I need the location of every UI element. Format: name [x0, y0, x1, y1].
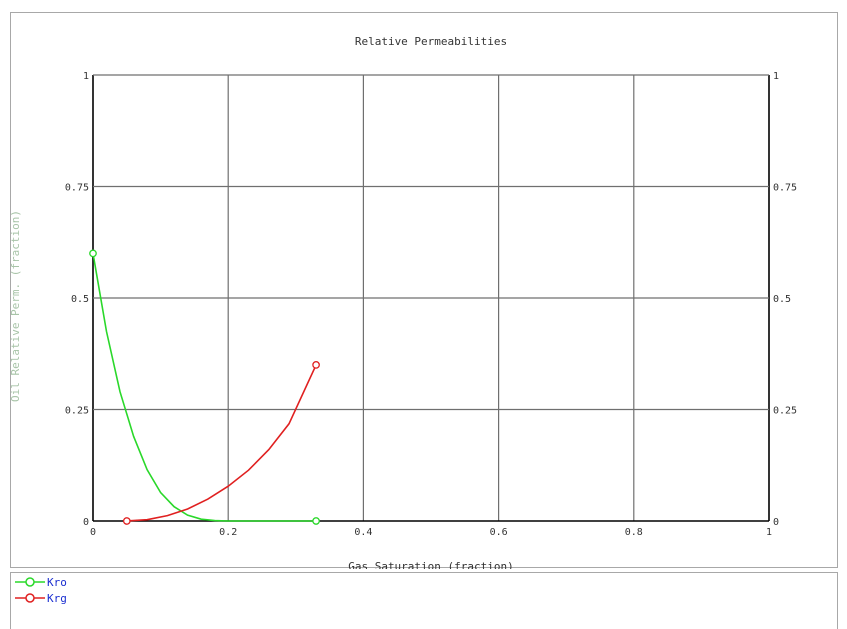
series-marker-kro — [89, 249, 97, 258]
legend-label-krg: Krg — [47, 591, 67, 605]
series-marker-krg — [122, 517, 131, 525]
y-tick-label: 0 — [83, 517, 89, 528]
series-marker-kro — [312, 517, 320, 525]
y-tick-label: 1 — [83, 71, 89, 82]
right-y-tick-label: 0.75 — [773, 183, 797, 194]
series-line-kro — [92, 253, 317, 522]
legend-item-kro[interactable]: Kro — [15, 575, 67, 589]
legend-item-krg[interactable]: Krg — [15, 591, 67, 605]
y-tick-label: 0.5 — [71, 294, 89, 305]
series-marker-krg — [312, 361, 320, 369]
series-line-krg — [126, 364, 317, 522]
chart-frame: Relative Permeabilities Gas Saturation (… — [10, 12, 838, 569]
right-y-tick-label: 0 — [773, 517, 779, 528]
grid-layer — [92, 74, 770, 522]
chart-title: Relative Permeabilities — [355, 35, 507, 48]
x-tick-label: 0.2 — [219, 527, 237, 538]
x-tick-label: 0.4 — [354, 527, 372, 538]
kro-legend-marker-icon — [15, 577, 45, 587]
right-y-tick-label: 1 — [773, 71, 779, 82]
y-axis-label: Oil Relative Perm. (fraction) — [11, 210, 22, 402]
x-axis-label: Gas Saturation (fraction) — [348, 560, 514, 569]
series-layer — [89, 249, 320, 525]
right-y-tick-label: 0.5 — [773, 294, 791, 305]
x-tick-label: 0.6 — [490, 527, 508, 538]
legend-label-kro: Kro — [47, 575, 67, 589]
legend: Kro Krg — [10, 572, 838, 629]
x-tick-label: 1 — [766, 527, 772, 538]
x-tick-label: 0 — [90, 527, 96, 538]
right-y-tick-label: 0.25 — [773, 406, 797, 417]
x-tick-label: 0.8 — [625, 527, 643, 538]
krg-legend-marker-icon — [15, 593, 45, 603]
y-tick-label: 0.75 — [65, 183, 89, 194]
tick-labels: 0 0.2 0.4 0.6 0.8 10 00.25 0.250.5 0.50.75 0.751 1 — [65, 71, 797, 538]
y-tick-label: 0.25 — [65, 406, 89, 417]
relative-permeability-chart: Relative Permeabilities Gas Saturation (… — [11, 35, 797, 569]
